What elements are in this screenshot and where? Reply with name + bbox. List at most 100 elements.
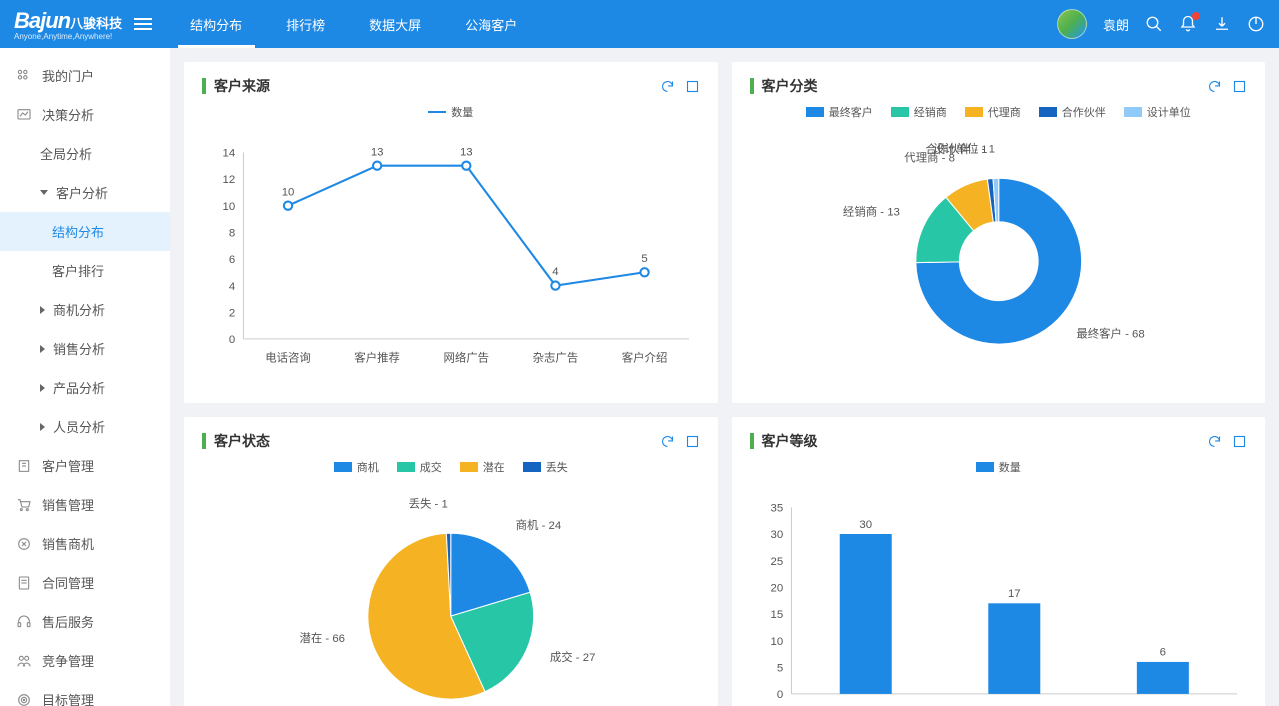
card-title: 客户状态 xyxy=(214,431,270,451)
svg-text:30: 30 xyxy=(770,529,783,541)
brand-sub: 八骏科技 xyxy=(70,16,122,31)
svg-text:电话咨询: 电话咨询 xyxy=(265,351,311,365)
refresh-icon[interactable] xyxy=(1207,79,1222,94)
svg-text:6: 6 xyxy=(229,254,235,266)
line-chart: 02468101214电话咨询10客户推荐13网络广告13杂志广告4客户介绍5 xyxy=(202,126,700,386)
sidebar-item-sales-analysis[interactable]: 销售分析 xyxy=(0,329,170,368)
svg-text:4: 4 xyxy=(552,266,558,278)
top-tab[interactable]: 公海客户 xyxy=(443,0,539,48)
svg-text:2: 2 xyxy=(229,307,235,319)
svg-text:17: 17 xyxy=(1007,588,1020,600)
sidebar-item-product-analysis[interactable]: 产品分析 xyxy=(0,368,170,407)
brand-main: Bajun xyxy=(14,8,70,33)
caret-down-icon xyxy=(40,190,48,195)
svg-text:最终客户 - 68: 最终客户 - 68 xyxy=(1076,326,1144,340)
sidebar-item-portal[interactable]: 我的门户 xyxy=(0,56,170,95)
expand-icon[interactable] xyxy=(1232,79,1247,94)
svg-text:0: 0 xyxy=(776,689,782,701)
svg-text:10: 10 xyxy=(770,636,783,648)
caret-right-icon xyxy=(40,345,45,353)
expand-icon[interactable] xyxy=(685,434,700,449)
svg-text:客户推荐: 客户推荐 xyxy=(354,351,400,365)
user-avatar[interactable] xyxy=(1057,9,1087,39)
building-icon xyxy=(16,458,32,474)
svg-text:13: 13 xyxy=(460,146,473,158)
search-icon[interactable] xyxy=(1145,15,1163,33)
svg-text:成交 - 27: 成交 - 27 xyxy=(550,650,596,664)
svg-text:6: 6 xyxy=(1159,647,1165,659)
bar-chart: 0510152025303530A级-极具潜力17B级-有潜力6C级-少有潜力 xyxy=(750,481,1248,706)
svg-text:4: 4 xyxy=(229,281,235,293)
sidebar-item-opportunity[interactable]: 商机分析 xyxy=(0,290,170,329)
sidebar-item-customer-analysis[interactable]: 客户分析 xyxy=(0,173,170,212)
top-tab[interactable]: 结构分布 xyxy=(168,0,264,48)
sidebar-item-structure[interactable]: 结构分布 xyxy=(0,212,170,251)
card-customer-source: 客户来源 数量 02468101214电话咨询10客户推荐13网络广告13杂志广… xyxy=(184,62,718,403)
sidebar-item-contract[interactable]: 合同管理 xyxy=(0,563,170,602)
svg-text:网络广告: 网络广告 xyxy=(444,351,490,365)
expand-icon[interactable] xyxy=(685,79,700,94)
user-name[interactable]: 袁朗 xyxy=(1103,15,1129,34)
top-tab[interactable]: 数据大屏 xyxy=(347,0,443,48)
card-title: 客户分类 xyxy=(762,76,818,96)
donut-chart: 最终客户 - 68经销商 - 13代理商 - 8合作伙伴 - 1设计单位 - 1 xyxy=(750,126,1248,386)
top-header: Bajun八骏科技 Anyone,Anytime,Anywhere! 结构分布排… xyxy=(0,0,1279,48)
sidebar-item-target[interactable]: 目标管理 xyxy=(0,680,170,706)
svg-text:12: 12 xyxy=(222,174,235,186)
power-icon[interactable] xyxy=(1247,15,1265,33)
pie-chart: 商机 - 24 成交 - 27 潜在 - 66 丢失 - 1 xyxy=(202,481,700,706)
people-icon xyxy=(16,653,32,669)
cart-icon xyxy=(16,497,32,513)
refresh-icon[interactable] xyxy=(1207,434,1222,449)
svg-text:25: 25 xyxy=(770,556,783,568)
caret-right-icon xyxy=(40,423,45,431)
sidebar-item-customer-rank[interactable]: 客户排行 xyxy=(0,251,170,290)
notification-icon[interactable] xyxy=(1179,15,1197,33)
sidebar-item-customer-mgmt[interactable]: 客户管理 xyxy=(0,446,170,485)
sidebar-item-decision[interactable]: 决策分析 xyxy=(0,95,170,134)
svg-text:5: 5 xyxy=(776,662,782,674)
expand-icon[interactable] xyxy=(1232,434,1247,449)
card-title: 客户等级 xyxy=(762,431,818,451)
sidebar-item-personnel-analysis[interactable]: 人员分析 xyxy=(0,407,170,446)
grid-icon xyxy=(16,68,32,84)
headset-icon xyxy=(16,614,32,630)
svg-text:35: 35 xyxy=(770,503,783,515)
svg-text:10: 10 xyxy=(282,186,295,198)
svg-text:8: 8 xyxy=(229,227,235,239)
svg-text:经销商 - 13: 经销商 - 13 xyxy=(842,205,899,219)
download-icon[interactable] xyxy=(1213,15,1231,33)
sidebar: 我的门户 决策分析 全局分析 客户分析 结构分布 客户排行 商机分析 销售分析 … xyxy=(0,48,170,706)
target-icon xyxy=(16,692,32,706)
svg-text:客户介绍: 客户介绍 xyxy=(622,351,668,365)
menu-toggle-icon[interactable] xyxy=(134,15,152,33)
sidebar-item-sales-mgmt[interactable]: 销售管理 xyxy=(0,485,170,524)
sidebar-item-global[interactable]: 全局分析 xyxy=(0,134,170,173)
chart-icon xyxy=(16,107,32,123)
refresh-icon[interactable] xyxy=(660,434,675,449)
svg-text:丢失 - 1: 丢失 - 1 xyxy=(409,497,448,510)
refresh-icon[interactable] xyxy=(660,79,675,94)
card-customer-category: 客户分类 最终客户经销商代理商合作伙伴设计单位 最终客户 - 68经销商 - 1… xyxy=(732,62,1266,403)
svg-text:商机 - 24: 商机 - 24 xyxy=(516,518,562,532)
svg-text:15: 15 xyxy=(770,609,783,621)
svg-text:5: 5 xyxy=(641,253,647,265)
header-right: 袁朗 xyxy=(1057,9,1265,39)
svg-text:设计单位 - 1: 设计单位 - 1 xyxy=(932,141,994,155)
top-tabs: 结构分布排行榜数据大屏公海客户 xyxy=(168,0,539,48)
caret-right-icon xyxy=(40,384,45,392)
sidebar-item-sales-opp[interactable]: 销售商机 xyxy=(0,524,170,563)
document-icon xyxy=(16,575,32,591)
svg-text:10: 10 xyxy=(222,201,235,213)
svg-text:13: 13 xyxy=(371,146,384,158)
svg-text:潜在 - 66: 潜在 - 66 xyxy=(299,631,345,645)
brand-tagline: Anyone,Anytime,Anywhere! xyxy=(14,32,122,41)
svg-text:20: 20 xyxy=(770,582,783,594)
top-tab[interactable]: 排行榜 xyxy=(264,0,347,48)
money-icon xyxy=(16,536,32,552)
brand-logo: Bajun八骏科技 Anyone,Anytime,Anywhere! xyxy=(14,8,122,41)
card-title: 客户来源 xyxy=(214,76,270,96)
sidebar-item-compete[interactable]: 竞争管理 xyxy=(0,641,170,680)
card-customer-status: 客户状态 商机成交潜在丢失 商机 - 24成交 - 27潜在 - 66丢失 - … xyxy=(184,417,718,706)
sidebar-item-service[interactable]: 售后服务 xyxy=(0,602,170,641)
